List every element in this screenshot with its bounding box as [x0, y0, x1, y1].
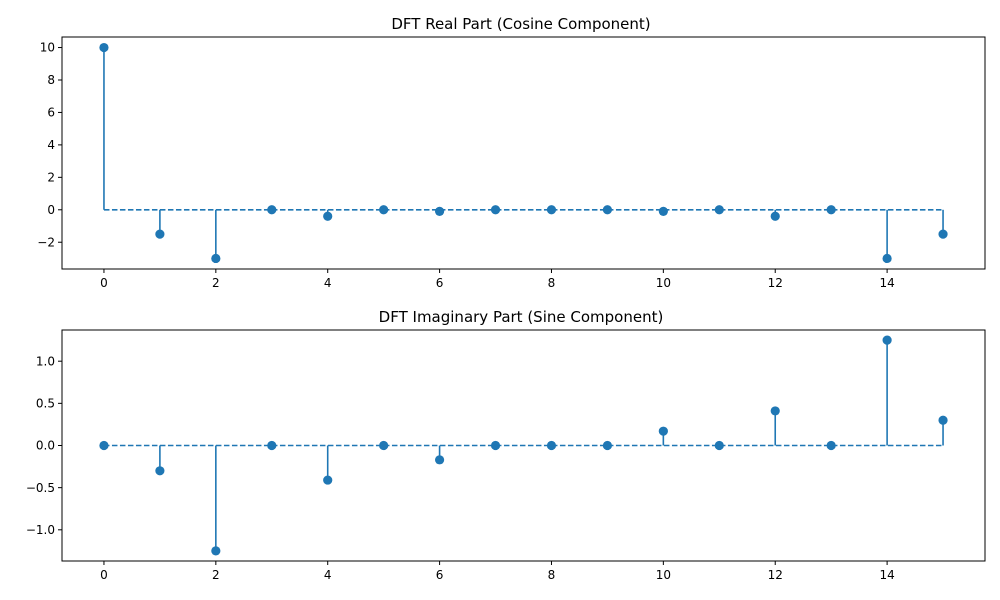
imaginary-part-x-tick-label: 8	[548, 568, 556, 582]
real-part-y-tick-label: 6	[47, 106, 55, 120]
real-part-x-ticks: 0 2 4 6 8 10 12 14	[100, 269, 895, 290]
real-part-x-tick-label: 6	[436, 276, 444, 290]
real-part-x-tick-label: 4	[324, 276, 332, 290]
real-part-y-tick-label: 4	[47, 138, 55, 152]
imaginary-part-x-tick-label: 0	[100, 568, 108, 582]
real-part-x-tick-label: 0	[100, 276, 108, 290]
real-part-y-tick-label: 2	[47, 171, 55, 185]
imaginary-part-marker	[490, 440, 501, 451]
real-part-marker	[267, 205, 277, 215]
real-part-marker	[714, 205, 724, 215]
real-part-x-tick-label: 10	[656, 276, 671, 290]
real-part-marker	[434, 206, 445, 217]
imaginary-part-marker	[267, 440, 277, 451]
real-part-x-tick-label: 12	[768, 276, 783, 290]
real-part-marker	[211, 253, 221, 264]
imaginary-part-x-tick-label: 10	[656, 568, 671, 582]
imaginary-part-marker	[323, 475, 333, 485]
real-part-y-tick-label: 0	[47, 203, 55, 217]
real-part-marker	[826, 205, 836, 215]
real-part-y-ticks: −2 0 2 4 6 8 10	[37, 41, 62, 249]
real-part-marker	[99, 42, 109, 53]
imaginary-part-marker	[658, 426, 668, 436]
real-part-marker	[658, 206, 668, 217]
real-part-x-tick-label: 14	[879, 276, 894, 290]
real-part-marker	[938, 229, 948, 239]
real-part-marker	[770, 211, 780, 221]
imaginary-part-x-tick-label: 6	[436, 568, 444, 582]
imaginary-part-marker	[379, 440, 389, 451]
imaginary-part-chart: DFT Imaginary Part (Sine Component) 0 2 4 6…	[26, 308, 986, 582]
imaginary-part-marker	[155, 466, 165, 476]
imaginary-part-x-tick-label: 12	[768, 568, 783, 582]
imaginary-part-marker	[546, 440, 557, 451]
imaginary-part-marker	[211, 546, 221, 556]
real-part-axes-frame	[61, 36, 986, 270]
imaginary-part-marker	[434, 455, 445, 465]
imaginary-part-marker	[99, 440, 109, 451]
imaginary-part-markers-layer	[99, 335, 948, 556]
imaginary-part-y-tick-label: 1.0	[36, 354, 55, 368]
real-part-marker	[155, 229, 165, 239]
imaginary-part-y-tick-label: −0.5	[26, 481, 55, 495]
real-part-title: DFT Real Part (Cosine Component)	[391, 15, 650, 33]
real-part-marker	[546, 205, 557, 215]
imaginary-part-y-tick-label: 0.5	[36, 397, 55, 411]
real-part-chart: DFT Real Part (Cosine Component) 0 2 4 6 8 10…	[37, 15, 986, 290]
imaginary-part-x-ticks: 0 2 4 6 8 10 12 14	[100, 561, 895, 582]
imaginary-part-x-tick-label: 2	[212, 568, 220, 582]
imaginary-part-y-ticks: −1.0 −0.5 0.0 0.5 1.0	[26, 354, 62, 537]
imaginary-part-marker	[826, 440, 836, 451]
real-part-y-tick-label: 8	[47, 73, 55, 87]
imaginary-part-marker	[714, 440, 724, 451]
imaginary-part-marker	[882, 335, 892, 345]
real-part-marker	[379, 205, 389, 215]
imaginary-part-marker	[938, 415, 948, 425]
imaginary-part-marker	[602, 440, 613, 451]
imaginary-part-y-tick-label: 0.0	[36, 439, 55, 453]
imaginary-part-y-tick-label: −1.0	[26, 523, 55, 537]
imaginary-part-x-tick-label: 4	[324, 568, 332, 582]
real-part-marker	[323, 211, 333, 221]
real-part-marker	[882, 253, 892, 264]
real-part-marker	[490, 205, 501, 215]
real-part-markers-layer	[99, 42, 948, 264]
real-part-marker	[602, 205, 613, 215]
imaginary-part-marker	[770, 406, 780, 416]
imaginary-part-x-tick-label: 14	[879, 568, 894, 582]
real-part-y-tick-label: −2	[37, 235, 55, 249]
imaginary-part-title: DFT Imaginary Part (Sine Component)	[379, 308, 664, 326]
real-part-x-tick-label: 8	[548, 276, 556, 290]
real-part-y-tick-label: 10	[40, 41, 55, 55]
real-part-x-tick-label: 2	[212, 276, 220, 290]
